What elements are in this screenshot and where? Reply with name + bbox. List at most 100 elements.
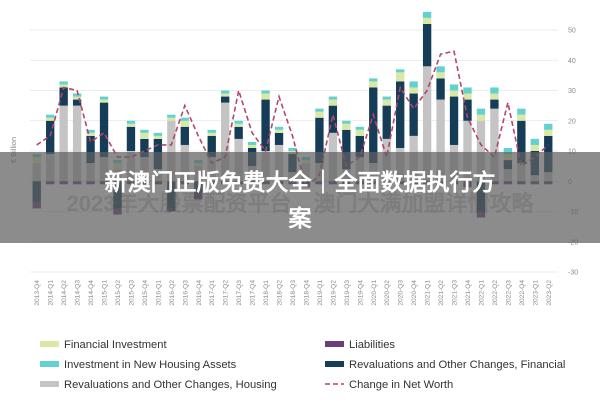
legend-label: Investment in New Housing Assets <box>64 359 237 371</box>
x-tick-label: 2020-Q1 <box>371 280 378 306</box>
x-tick-label: 2013-Q4 <box>34 280 41 306</box>
bar-segment <box>409 93 418 136</box>
x-tick-label: 2021-Q4 <box>465 280 472 306</box>
bar-segment <box>86 135 95 164</box>
bar-segment <box>476 114 486 121</box>
bar-segment <box>126 123 136 127</box>
bar-segment <box>180 117 189 121</box>
bar-segment <box>328 105 338 133</box>
bar-segment <box>396 69 405 73</box>
x-tick-label: 2022-Q1 <box>478 280 485 306</box>
bar-segment <box>46 120 55 155</box>
bar-segment <box>517 114 526 121</box>
x-tick-label: 2018-Q2 <box>277 280 284 306</box>
x-tick-label: 2021-Q3 <box>452 280 459 306</box>
bar-segment <box>221 102 230 182</box>
bar-segment <box>72 99 82 106</box>
bar-segment <box>463 99 472 121</box>
bar-segment <box>422 17 432 24</box>
x-tick-label: 2019-Q3 <box>344 280 351 306</box>
legend-swatch <box>40 361 59 367</box>
bar-segment <box>59 84 68 88</box>
bar-segment <box>503 147 513 155</box>
bar-segment <box>288 147 297 151</box>
bar-segment <box>126 126 136 151</box>
bar-segment <box>436 72 445 79</box>
bar-segment <box>207 135 216 158</box>
bar-segment <box>221 93 230 97</box>
x-tick-label: 2014-Q4 <box>88 280 95 306</box>
x-tick-label: 2014-Q2 <box>61 280 68 306</box>
bar-segment <box>490 87 499 94</box>
bar-segment <box>544 129 553 136</box>
bar-segment <box>247 141 257 145</box>
bar-segment <box>261 99 270 151</box>
x-tick-label: 2020-Q4 <box>411 280 418 306</box>
bar-segment <box>99 96 109 100</box>
bar-segment <box>449 84 459 91</box>
x-tick-label: 2015-Q3 <box>128 280 135 306</box>
bar-segment <box>140 138 149 158</box>
x-tick-label: 2014-Q3 <box>75 280 82 306</box>
banner-title-line-1: 新澳门正版免费大全｜全面数据执行方 <box>105 169 496 195</box>
bar-segment <box>99 99 109 103</box>
legend-swatch <box>40 381 59 387</box>
x-tick-label: 2022-Q2 <box>492 280 499 306</box>
y-tick-label: 40 <box>568 58 576 65</box>
bar-segment <box>369 81 378 88</box>
x-tick-label: 2022-Q4 <box>519 280 526 306</box>
bar-segment <box>315 117 324 164</box>
y-tick-label: -30 <box>568 270 578 277</box>
bar-segment <box>369 87 378 164</box>
bar-segment <box>274 129 284 133</box>
bar-segment <box>221 96 230 103</box>
bar-segment <box>449 96 459 145</box>
x-tick-label: 2015-Q1 <box>102 280 109 306</box>
bar-segment <box>72 93 82 97</box>
bar-segment <box>167 117 176 121</box>
y-axis-title: € Billion <box>9 137 18 163</box>
bar-segment <box>463 120 472 182</box>
bar-segment <box>274 132 284 145</box>
bar-segment <box>436 66 445 73</box>
bar-segment <box>476 108 486 115</box>
bar-segment <box>490 108 499 182</box>
bar-segment <box>382 105 391 139</box>
legend-swatch <box>40 341 59 347</box>
x-tick-label: 2019-Q1 <box>317 280 324 306</box>
bar-segment <box>355 129 364 136</box>
bar-segment <box>140 132 149 139</box>
legend: Financial Investment Liabilities Investmen… <box>40 339 565 391</box>
x-tick-label: 2021-Q1 <box>425 280 432 306</box>
bar-segment <box>409 81 418 88</box>
net-worth-line <box>36 50 549 189</box>
bar-segment <box>46 114 55 118</box>
x-tick-label: 2015-Q2 <box>115 280 122 306</box>
bar-segment <box>86 132 95 136</box>
legend-swatch <box>325 361 344 367</box>
bar-segment <box>167 120 176 182</box>
bar-segment <box>530 144 539 151</box>
x-tick-label: 2022-Q3 <box>505 280 512 306</box>
x-tick-label: 2021-Q2 <box>438 280 445 306</box>
bar-segment <box>72 96 82 100</box>
bar-segment <box>274 126 284 130</box>
bar-segment <box>422 11 432 18</box>
bar-segment <box>369 78 378 82</box>
bar-segment <box>207 129 216 133</box>
bar-segment <box>261 93 270 100</box>
legend-label: Revaluations and Other Changes, Financia… <box>349 359 565 371</box>
bar-segment <box>328 96 338 100</box>
overlay-banner: 2023年大股票配资平台…澳门大满加盟详情攻略 新澳门正版免费大全｜全面数据执行… <box>0 152 600 243</box>
legend-label: Liabilities <box>349 339 395 351</box>
bar-segment <box>328 99 338 106</box>
bar-segment <box>180 120 189 127</box>
bar-segment <box>436 99 445 182</box>
x-tick-label: 2015-Q4 <box>142 280 149 306</box>
bar-segment <box>247 144 257 148</box>
bar-segment <box>315 108 324 112</box>
bar-segment <box>544 123 553 130</box>
x-tick-label: 2023-Q1 <box>532 280 539 306</box>
